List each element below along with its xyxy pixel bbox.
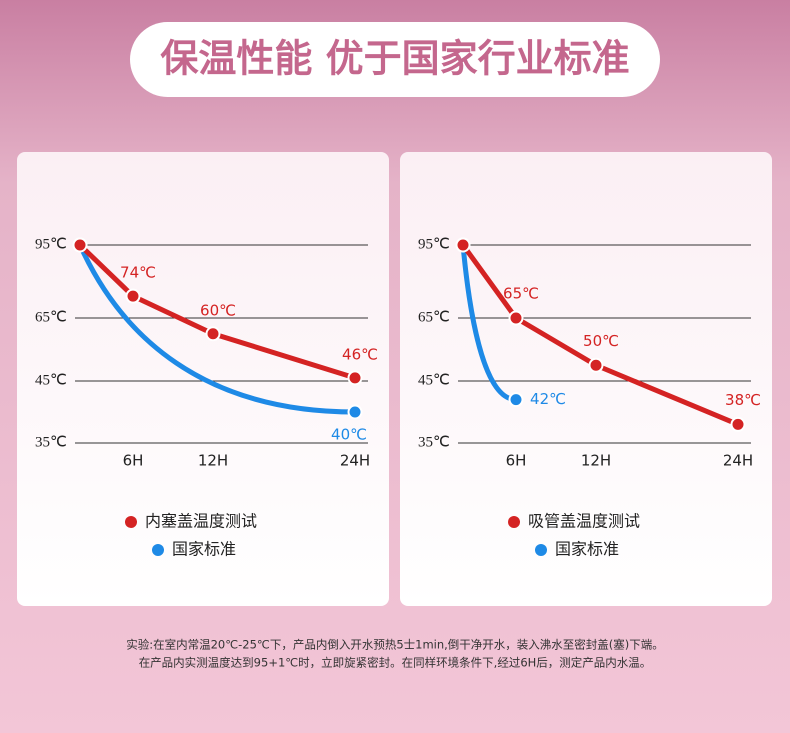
y-tick-label: 65℃ [418, 309, 450, 325]
data-label: 42℃ [530, 390, 566, 408]
data-point [455, 237, 471, 253]
data-point [508, 310, 524, 326]
data-point [125, 288, 141, 304]
legend-label: 国家标准 [555, 540, 619, 559]
title-pill [130, 22, 660, 97]
data-point [508, 392, 524, 408]
legend-marker [508, 516, 520, 528]
legend-marker [535, 544, 547, 556]
data-label: 46℃ [342, 345, 378, 363]
y-tick-label: 95℃ [418, 236, 450, 252]
x-tick-label: 6H [123, 452, 144, 470]
data-point [347, 370, 363, 386]
legend-marker [125, 516, 137, 528]
data-label: 40℃ [331, 426, 367, 444]
data-point [588, 357, 604, 373]
y-tick-label: 35℃ [418, 434, 450, 450]
y-tick-label: 95℃ [35, 236, 67, 252]
footnote: 在产品内实测温度达到95+1℃时，立即旋紧密封。在同样环境条件下,经过6H后，测… [139, 656, 652, 670]
title: 保温性能 优于国家行业标准 [160, 37, 629, 81]
data-point [205, 326, 221, 342]
x-tick-label: 12H [581, 452, 611, 470]
data-label: 38℃ [725, 391, 761, 409]
series-line [77, 242, 358, 415]
y-tick-label: 45℃ [35, 372, 67, 388]
legend-label: 内塞盖温度测试 [145, 512, 257, 531]
y-tick-label: 35℃ [35, 434, 67, 450]
footnote: 实验:在室内常温20℃-25℃下，产品内倒入开水预热5士1min,倒干净开水，装… [126, 638, 664, 652]
legend-marker [152, 544, 164, 556]
series-line [460, 242, 519, 403]
data-point [72, 237, 88, 253]
x-tick-label: 6H [506, 452, 527, 470]
data-label: 74℃ [120, 264, 156, 282]
data-label: 60℃ [200, 301, 236, 319]
data-label: 65℃ [503, 285, 539, 303]
data-label: 50℃ [583, 332, 619, 350]
y-tick-label: 45℃ [418, 372, 450, 388]
series-line [77, 242, 358, 381]
panel [400, 152, 772, 606]
x-tick-label: 12H [198, 452, 228, 470]
series-line [460, 242, 741, 427]
data-point [730, 416, 746, 432]
x-tick-label: 24H [723, 452, 753, 470]
x-tick-label: 24H [340, 452, 370, 470]
legend-label: 国家标准 [172, 540, 236, 559]
legend-label: 吸管盖温度测试 [528, 512, 640, 531]
y-tick-label: 65℃ [35, 309, 67, 325]
data-point [347, 404, 363, 420]
